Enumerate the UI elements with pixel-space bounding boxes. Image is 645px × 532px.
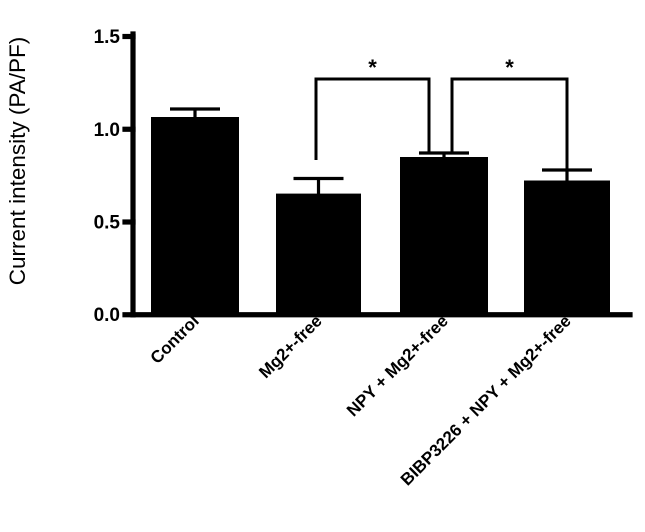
svg-text:*: * [368,55,377,80]
svg-text:Current intensity (PA/PF): Current intensity (PA/PF) [5,37,30,285]
svg-text:1.0: 1.0 [94,120,120,141]
svg-text:0.5: 0.5 [94,213,121,234]
svg-text:*: * [505,55,514,80]
svg-text:0.0: 0.0 [94,305,120,326]
svg-text:1.5: 1.5 [94,27,121,48]
